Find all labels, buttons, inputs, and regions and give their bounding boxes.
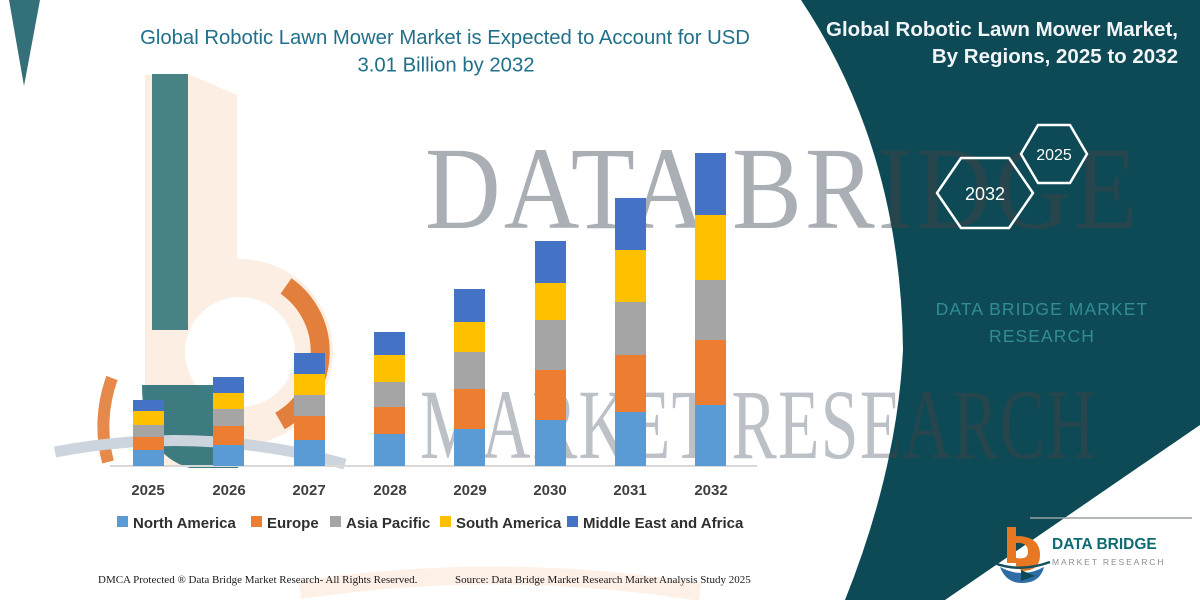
svg-text:Asia Pacific: Asia Pacific xyxy=(346,515,430,532)
svg-text:Europe: Europe xyxy=(267,515,319,532)
svg-text:2026: 2026 xyxy=(212,482,245,499)
svg-text:2030: 2030 xyxy=(533,482,566,499)
svg-text:MARKET RESEARCH: MARKET RESEARCH xyxy=(1052,557,1165,567)
svg-text:South America: South America xyxy=(456,515,562,532)
svg-text:By Regions, 2025 to 2032: By Regions, 2025 to 2032 xyxy=(932,45,1178,68)
svg-text:North America: North America xyxy=(133,515,236,532)
svg-text:2029: 2029 xyxy=(453,482,486,499)
svg-text:2032: 2032 xyxy=(694,482,727,499)
svg-text:2028: 2028 xyxy=(373,482,406,499)
svg-text:DATA BRIDGE: DATA BRIDGE xyxy=(1052,536,1157,553)
svg-text:RESEARCH: RESEARCH xyxy=(989,326,1095,346)
svg-text:Global Robotic Lawn Mower Mark: Global Robotic Lawn Mower Market, xyxy=(826,18,1178,41)
svg-text:2027: 2027 xyxy=(292,482,325,499)
svg-text:DMCA Protected ® Data Bridge M: DMCA Protected ® Data Bridge Market Rese… xyxy=(98,574,418,586)
svg-text:Middle East and Africa: Middle East and Africa xyxy=(583,515,744,532)
svg-text:2025: 2025 xyxy=(131,482,164,499)
svg-text:2031: 2031 xyxy=(613,482,646,499)
svg-text:Source: Data Bridge Market Res: Source: Data Bridge Market Research Mark… xyxy=(455,574,751,586)
svg-text:DATA BRIDGE MARKET: DATA BRIDGE MARKET xyxy=(936,299,1149,319)
svg-text:2025: 2025 xyxy=(1036,147,1072,164)
svg-text:3.01 Billion by 2032: 3.01 Billion by 2032 xyxy=(357,55,534,77)
svg-text:2032: 2032 xyxy=(965,184,1005,204)
svg-text:Global Robotic Lawn Mower Mark: Global Robotic Lawn Mower Market is Expe… xyxy=(140,27,750,49)
